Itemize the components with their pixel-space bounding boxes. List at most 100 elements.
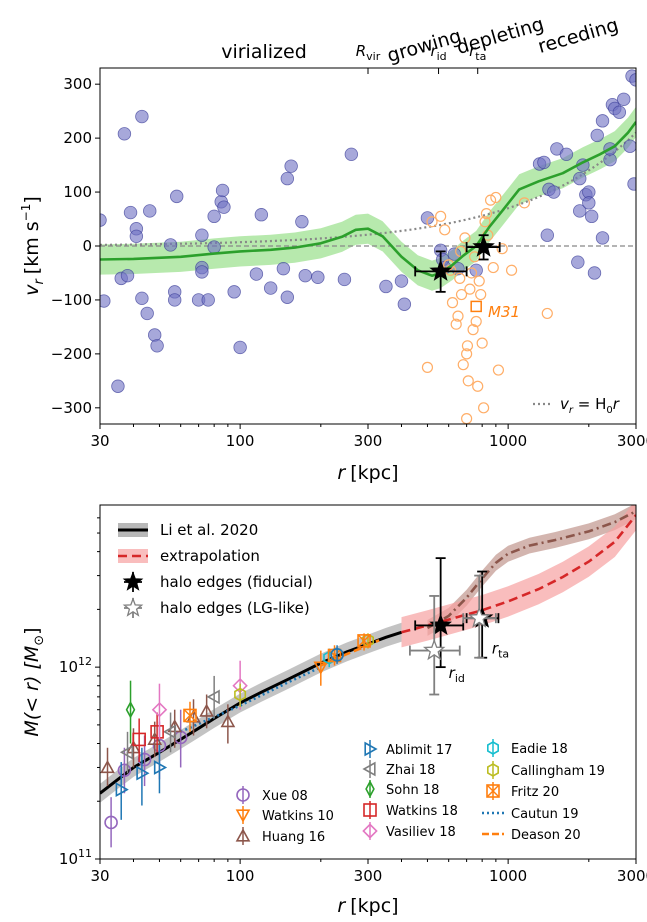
legend-ds-label: Watkins 10 [262, 809, 334, 824]
blue-points [100, 69, 636, 393]
y-tick-label-top: 200 [63, 129, 92, 147]
blue-point [590, 128, 604, 143]
orange-point [487, 261, 499, 274]
x-ticks-bottom: 30 100 300 1000 3000 [90, 859, 647, 885]
legend-ds-label: Ablimit 17 [386, 743, 452, 758]
y-tick-label-top: 100 [63, 183, 92, 201]
x-tick-label-top: 1000 [489, 432, 527, 450]
legend-ds-marker [235, 809, 251, 823]
y-axis-var-top: v [21, 284, 43, 296]
legend-ds-marker [486, 741, 500, 755]
edge-star-lglike [422, 638, 446, 661]
orange-point [461, 413, 473, 424]
y-axis-exp-top: −1 [19, 204, 33, 222]
orange-point [490, 191, 502, 204]
legend-ds-label: Xue 08 [262, 789, 308, 804]
obs-point [115, 782, 129, 797]
y-axis-close-bottom: ] [21, 627, 43, 634]
y-axis-label-top: vr [km s−1] [19, 196, 47, 296]
fit-line [100, 121, 636, 278]
x-tick-label-bottom: 100 [226, 867, 255, 885]
orange-point [541, 307, 553, 320]
obs-point [313, 661, 329, 675]
orange-point [480, 208, 493, 220]
orange-point [470, 315, 482, 328]
mass-bands [100, 505, 636, 803]
main-band [100, 622, 402, 803]
edge-label-var: r [449, 664, 456, 682]
blue-point [227, 285, 241, 299]
y-tick-exp: 12 [78, 655, 92, 668]
orange-point [452, 310, 464, 322]
x-box-line [328, 648, 342, 662]
edge-star [429, 259, 453, 281]
orange-point [461, 340, 474, 352]
orange-point [457, 359, 469, 371]
orange-point [479, 216, 491, 228]
x-box-frame [357, 634, 371, 648]
hubble-legend-v: v [560, 395, 570, 413]
blue-point [117, 127, 132, 141]
extrap-curve [401, 514, 636, 634]
edge-label-sub: ta [498, 647, 509, 660]
legend-label: halo edges (LG-like) [160, 599, 310, 617]
legend-ds-marker [235, 828, 251, 842]
y-ticks-bottom: 1011 1012 [59, 517, 100, 868]
velocity-panel: virialized growing depleting receding Rv… [19, 13, 647, 484]
blue-point [135, 291, 149, 306]
y-tick-label-bottom: 1011 [59, 847, 92, 868]
blue-point [571, 255, 585, 269]
blue-point [233, 340, 247, 355]
orange-point [478, 402, 490, 414]
fit-band [100, 106, 636, 291]
x-box-line [486, 784, 500, 798]
legend-ds-marker [362, 761, 376, 777]
orange-point [473, 275, 485, 287]
obs-point [220, 713, 236, 728]
blue-point [276, 261, 291, 276]
blue-point [537, 155, 551, 170]
y-tick-label-top: −100 [51, 291, 92, 309]
obs-point [117, 763, 132, 778]
x-axis-unit-bottom: [kpc] [350, 895, 398, 917]
orange-point [439, 224, 451, 236]
blue-point [120, 268, 135, 283]
y-axis-text-bottom: M(< r) [M [21, 646, 43, 737]
blue-point [249, 267, 264, 281]
hubble-legend-sub: r [569, 405, 574, 416]
orange-point [446, 297, 459, 309]
blue-point [215, 183, 230, 198]
orange-point [467, 324, 479, 336]
y-tick-label-top: −200 [51, 345, 92, 363]
obs-point [125, 700, 136, 719]
m31-square [470, 300, 482, 313]
hubble-legend: vr = H0r [533, 395, 620, 416]
y-ticks-top: −300 −200 −100 0 100 200 300 [51, 75, 100, 417]
obs-point [132, 732, 146, 747]
blue-point [582, 196, 596, 210]
marker-var: r [430, 42, 437, 60]
blue-point [311, 270, 325, 284]
fit-band-area [100, 106, 636, 291]
legend-ds-label: Cautun 19 [511, 807, 579, 822]
orange-point [459, 232, 471, 244]
x-tick-label-top: 300 [354, 432, 383, 450]
obs-point [136, 765, 150, 781]
x-tick-label-top: 100 [226, 432, 255, 450]
obs-point [162, 724, 177, 740]
y-tick-base: 10 [59, 658, 78, 676]
m31-label: M31 [488, 303, 520, 321]
edge-label-id: rid [449, 664, 465, 685]
obs-point [183, 708, 197, 723]
blue-point [123, 205, 138, 220]
legend-label: Li et al. 2020 [160, 521, 258, 539]
blue-point [573, 171, 587, 186]
y-axis-sub-bottom: ⊙ [32, 635, 47, 646]
x-axis-label-top: r [kpc] [337, 462, 398, 484]
blue-point [623, 139, 636, 153]
y-tick-label-bottom: 1012 [59, 655, 92, 676]
y-tick-label-top: 0 [82, 237, 92, 255]
blue-point [280, 290, 295, 304]
x-axis-var-bottom: r [337, 895, 346, 917]
